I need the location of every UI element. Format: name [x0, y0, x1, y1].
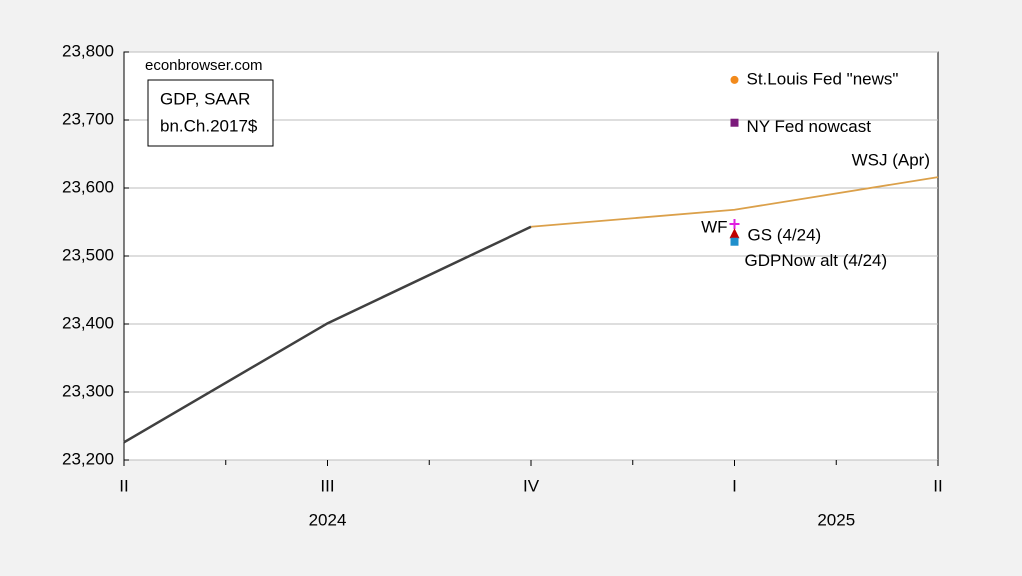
x-tick-label: II: [119, 476, 128, 495]
y-tick-label: 23,400: [62, 313, 114, 332]
series-label: GS (4/24): [748, 226, 822, 245]
series-label: WF: [701, 218, 727, 237]
marker: [730, 75, 739, 84]
y-tick-label: 23,800: [62, 41, 114, 60]
marker: [730, 237, 739, 246]
marker: [729, 219, 740, 230]
info-box-line: bn.Ch.2017$: [160, 116, 258, 135]
x-tick-label: III: [320, 476, 334, 495]
year-label: 2025: [817, 510, 855, 529]
y-tick-label: 23,700: [62, 109, 114, 128]
series-label: St.Louis Fed "news": [747, 69, 899, 88]
x-tick-label: II: [933, 476, 942, 495]
info-box-line: GDP, SAAR: [160, 89, 250, 108]
info-box: [147, 79, 274, 147]
marker: [729, 228, 740, 239]
series-label: GDPNow alt (4/24): [745, 251, 888, 270]
y-tick-label: 23,500: [62, 245, 114, 264]
x-tick-label: I: [732, 476, 737, 495]
year-label: 2024: [309, 510, 347, 529]
x-tick-label: IV: [523, 476, 540, 495]
series-line: [123, 225, 532, 444]
marker: [730, 118, 739, 127]
y-tick-label: 23,600: [62, 177, 114, 196]
y-tick-label: 23,300: [62, 381, 114, 400]
y-tick-label: 23,200: [62, 449, 114, 468]
series-label: WSJ (Apr): [852, 151, 930, 170]
series-label: NY Fed nowcast: [747, 117, 872, 136]
source-label: econbrowser.com: [145, 57, 263, 74]
series-line: [530, 176, 939, 228]
